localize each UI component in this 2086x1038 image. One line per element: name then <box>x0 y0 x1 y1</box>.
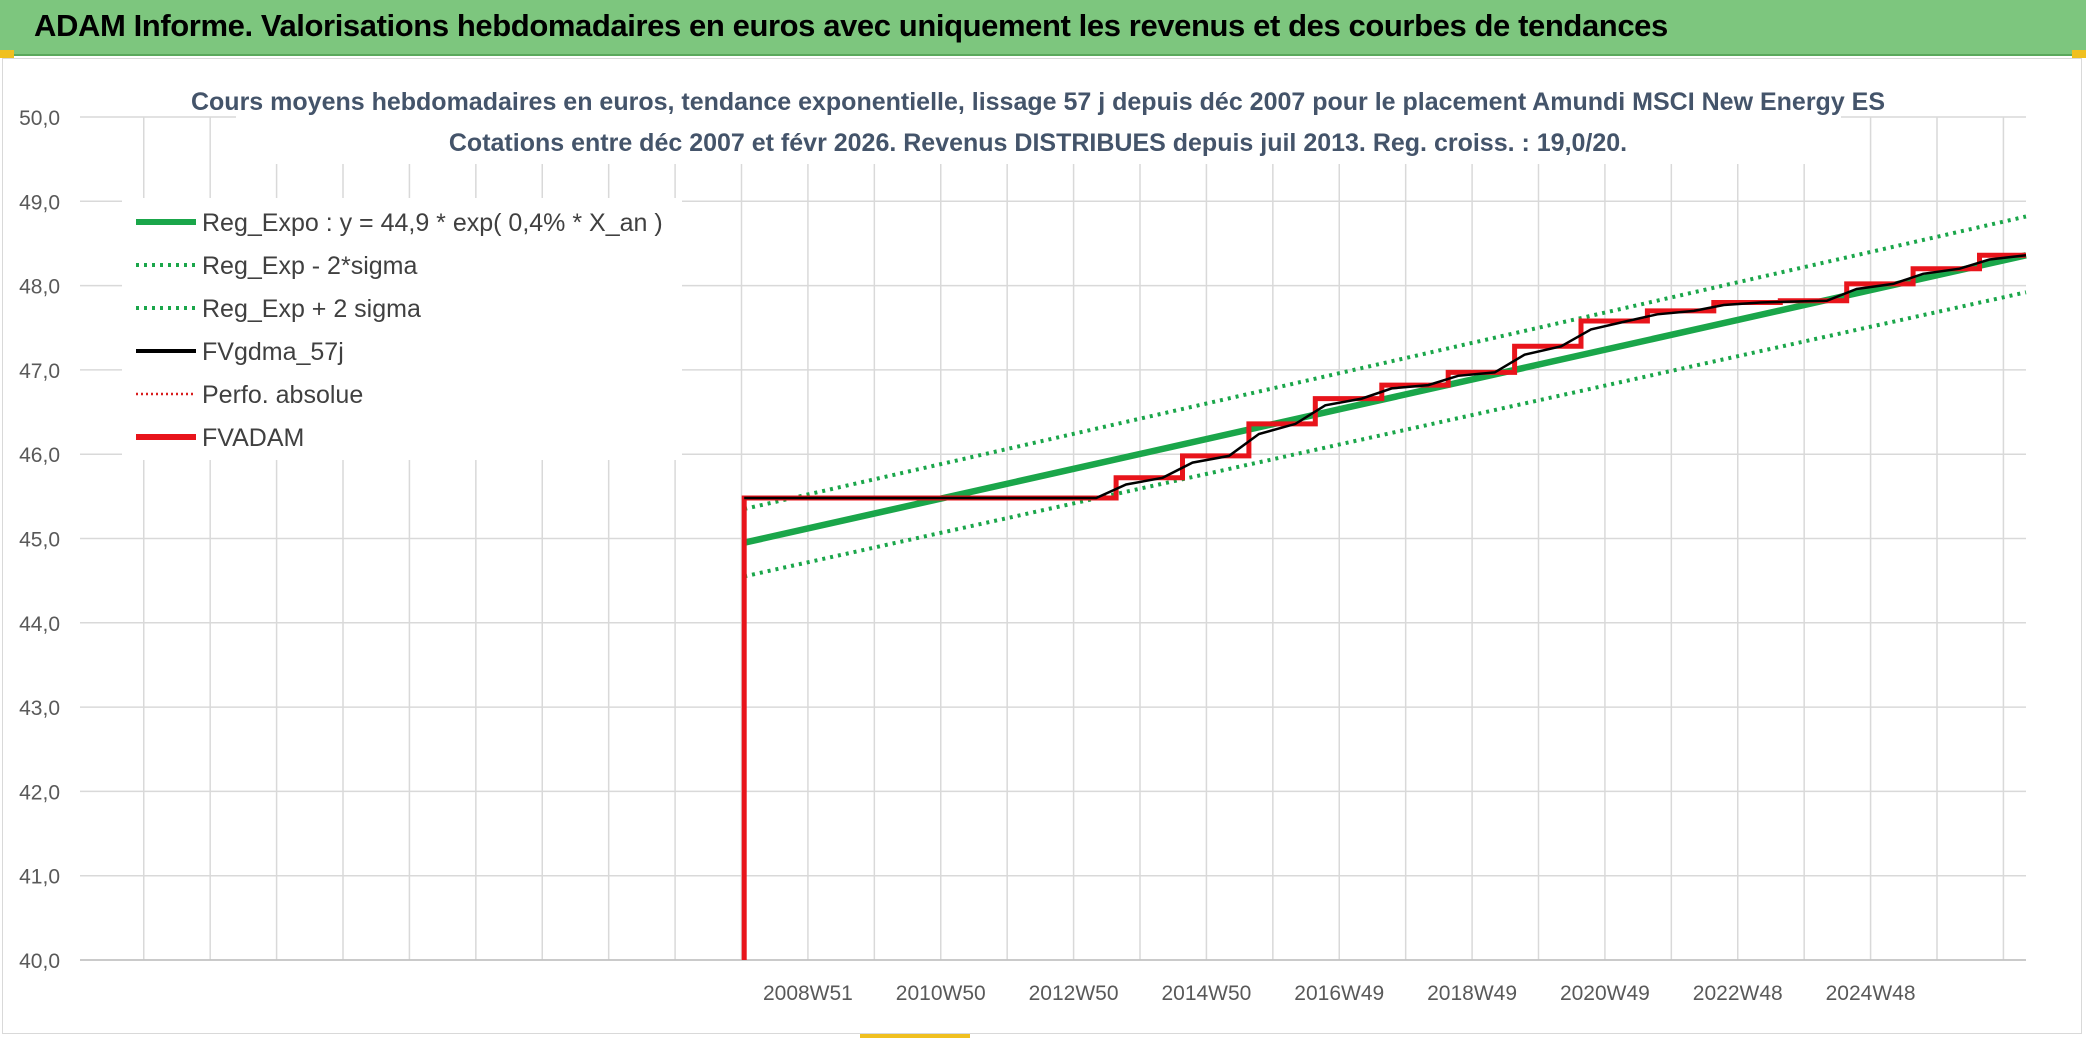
x-tick-label: 2008W51 <box>763 982 853 1005</box>
corner-mark-bottom <box>860 1034 970 1038</box>
y-tick-label: 42,0 <box>19 781 60 804</box>
legend-item-fvgdma: FVgdma_57j <box>136 338 344 366</box>
chart-frame <box>2 58 2082 1034</box>
legend-item-reg-minus: Reg_Exp - 2*sigma <box>136 252 417 280</box>
y-tick-label: 43,0 <box>19 697 60 720</box>
corner-mark-top-left <box>0 50 14 58</box>
legend-label-fvgdma: FVgdma_57j <box>202 338 344 366</box>
series-fvadam <box>741 252 2026 960</box>
x-tick-label: 2014W50 <box>1161 982 1251 1005</box>
x-tick-label: 2020W49 <box>1560 982 1650 1005</box>
y-tick-label: 47,0 <box>19 360 60 383</box>
x-tick-label: 2018W49 <box>1427 982 1517 1005</box>
y-tick-label: 44,0 <box>19 613 60 636</box>
series-reg-exp-plus-2sigma <box>743 214 2027 511</box>
legend-label-reg-expo: Reg_Expo : y = 44,9 * exp( 0,4% * X_an ) <box>202 209 663 237</box>
legend-item-reg-plus: Reg_Exp + 2 sigma <box>136 295 421 323</box>
x-tick-label: 2024W48 <box>1826 982 1916 1005</box>
title-background <box>236 80 1841 164</box>
legend-label-perfo: Perfo. absolue <box>202 381 363 409</box>
legend: Reg_Expo : y = 44,9 * exp( 0,4% * X_an )… <box>122 198 682 460</box>
chart-title-line2: Cotations entre déc 2007 et févr 2026. R… <box>449 129 1627 157</box>
legend-label-fvadam: FVADAM <box>202 424 304 452</box>
y-axis: 40,0 41,0 42,0 43,0 44,0 45,0 46,0 47,0 48,0 49,0… <box>19 107 60 973</box>
y-tick-label: 50,0 <box>19 107 60 130</box>
series-layer <box>741 214 2027 960</box>
report-banner: ADAM Informe. Valorisations hebdomadaire… <box>0 0 2086 56</box>
legend-label-reg-plus: Reg_Exp + 2 sigma <box>202 295 421 323</box>
y-tick-label: 48,0 <box>19 276 60 299</box>
y-tick-label: 49,0 <box>19 191 60 214</box>
series-reg-exp-minus-2sigma <box>743 290 2027 579</box>
x-axis: 2008W51 2010W50 2012W50 2014W50 2016W49 2018W… <box>80 959 2026 1005</box>
x-tick-label: 2012W50 <box>1029 982 1119 1005</box>
corner-mark-top-right <box>2072 50 2086 58</box>
x-tick-label: 2022W48 <box>1693 982 1783 1005</box>
x-tick-label: 2010W50 <box>896 982 986 1005</box>
y-tick-label: 41,0 <box>19 866 60 889</box>
legend-item-reg-expo: Reg_Expo : y = 44,9 * exp( 0,4% * X_an ) <box>136 209 663 237</box>
legend-label-reg-minus: Reg_Exp - 2*sigma <box>202 252 417 280</box>
x-tick-label: 2016W49 <box>1294 982 1384 1005</box>
y-tick-label: 45,0 <box>19 529 60 552</box>
legend-item-fvadam: FVADAM <box>136 424 304 452</box>
legend-item-perfo: Perfo. absolue <box>136 381 363 409</box>
y-tick-label: 46,0 <box>19 444 60 467</box>
chart-title-line1: Cours moyens hebdomadaires en euros, ten… <box>191 88 1885 116</box>
banner-title: ADAM Informe. Valorisations hebdomadaire… <box>34 8 1668 43</box>
legend-background <box>122 198 682 460</box>
y-tick-label: 40,0 <box>19 950 60 973</box>
series-fvgdma-57j <box>744 254 2027 500</box>
